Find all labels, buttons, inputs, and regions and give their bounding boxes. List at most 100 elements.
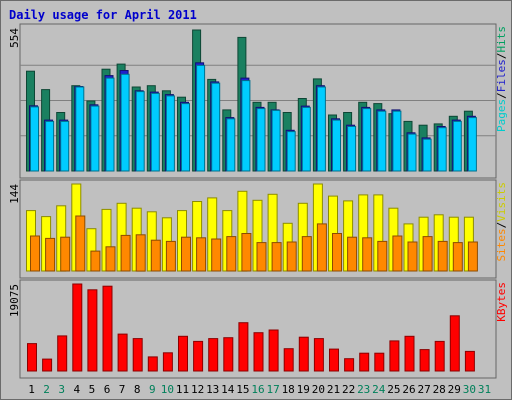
bar-pages-day-28 [437,127,447,172]
legend-kbytes: KBytes [495,282,508,322]
bar-pages-day-10 [165,95,175,172]
bar-pages-day-15 [241,80,251,172]
legend-item-visits: Visits [495,182,508,222]
bar-kbytes-day-11 [178,335,188,372]
bar-kbytes-day-26 [404,335,415,372]
bar-kbytes-day-23 [359,352,370,372]
legend-item-sites: Sites [495,228,508,261]
legend-item-hits: Hits [495,26,508,53]
x-tick-label-6: 6 [104,383,111,396]
bar-pages-day-27 [422,138,432,172]
bar-kbytes-day-20 [313,338,324,372]
bar-pages-day-5 [90,105,100,172]
bar-kbytes-day-18 [283,348,294,372]
bar-sites-day-24 [377,240,388,272]
bar-pages-day-13 [211,82,221,172]
bar-kbytes-day-5 [87,289,98,372]
bar-pages-day-14 [226,118,236,172]
x-tick-label-11: 11 [176,383,189,396]
x-tick-label-3: 3 [58,383,65,396]
bar-pages-day-23 [362,108,372,172]
bar-sites-day-28 [437,240,448,272]
legend-visits-sites: Sites/Visits [495,182,508,262]
bar-sites-day-6 [105,246,116,272]
bar-kbytes-day-16 [253,332,264,372]
bar-sites-day-25 [392,235,403,272]
x-tick-label-28: 28 [433,383,446,396]
ymax-label-kbytes: 19075 [8,284,21,317]
bar-sites-day-29 [452,242,463,272]
bar-pages-day-29 [452,120,462,172]
bar-sites-day-5 [90,250,101,272]
bar-pages-day-18 [286,131,296,172]
bar-pages-day-2 [45,120,55,172]
x-tick-label-1: 1 [28,383,35,396]
bar-kbytes-day-3 [57,335,68,372]
bar-kbytes-day-19 [298,336,309,372]
bar-kbytes-day-25 [389,340,400,372]
bar-kbytes-day-15 [238,322,249,372]
bar-pages-day-17 [271,109,281,172]
legend-separator: / [495,222,508,229]
legend-item-kbytes: KBytes [495,282,508,322]
bar-sites-day-13 [211,238,222,272]
ymax-label-hits-files-pages: 554 [8,28,21,48]
bar-sites-day-7 [120,234,131,272]
legend-item-pages: Pages [495,99,508,132]
bar-kbytes-day-13 [208,338,219,372]
bar-pages-day-22 [347,126,357,172]
x-tick-label-2: 2 [43,383,50,396]
x-tick-label-26: 26 [402,383,415,396]
bar-kbytes-day-1 [27,343,37,372]
x-tick-label-16: 16 [251,383,264,396]
x-tick-label-7: 7 [119,383,126,396]
x-tick-label-19: 19 [297,383,310,396]
bar-sites-day-12 [196,237,207,272]
bar-sites-day-20 [316,223,327,272]
legend-item-files: Files [495,59,508,92]
legend-separator: / [495,53,508,60]
x-tick-label-13: 13 [206,383,219,396]
bar-kbytes-day-21 [329,348,339,372]
x-tick-label-9: 9 [149,383,156,396]
bar-pages-day-26 [407,133,417,172]
bar-pages-day-11 [181,103,190,172]
bar-sites-day-27 [422,236,433,272]
x-tick-label-17: 17 [266,383,279,396]
bar-kbytes-day-29 [449,315,460,372]
x-tick-label-15: 15 [236,383,249,396]
bar-sites-day-22 [347,236,358,272]
x-tick-label-5: 5 [89,383,96,396]
bar-sites-day-16 [256,242,267,272]
x-tick-label-31: 31 [478,383,491,396]
x-tick-label-20: 20 [312,383,325,396]
bar-sites-day-23 [362,237,373,272]
bar-kbytes-day-22 [344,358,355,372]
bar-pages-day-30 [467,117,477,172]
legend-separator: / [495,92,508,99]
bar-pages-day-19 [301,106,311,172]
bar-sites-day-14 [226,236,237,272]
bar-pages-day-12 [196,64,206,172]
bar-sites-day-2 [45,237,56,272]
bar-sites-day-1 [30,235,40,272]
bar-kbytes-day-27 [419,349,430,372]
bar-sites-day-9 [150,239,161,272]
bar-pages-day-25 [392,110,402,172]
ymax-label-visits-sites: 144 [8,184,21,204]
bar-kbytes-day-8 [132,338,143,372]
x-tick-label-23: 23 [357,383,370,396]
bar-kbytes-day-24 [374,352,385,372]
bar-pages-day-8 [135,91,145,172]
bar-pages-day-6 [105,77,115,172]
bar-sites-day-3 [60,236,71,272]
x-tick-label-29: 29 [448,383,461,396]
x-tick-label-4: 4 [73,383,80,396]
bar-sites-day-30 [467,241,478,272]
x-tick-label-18: 18 [282,383,295,396]
bar-kbytes-day-12 [193,340,204,372]
bar-kbytes-day-4 [72,283,83,372]
bar-pages-day-3 [60,120,70,172]
x-tick-label-21: 21 [327,383,340,396]
